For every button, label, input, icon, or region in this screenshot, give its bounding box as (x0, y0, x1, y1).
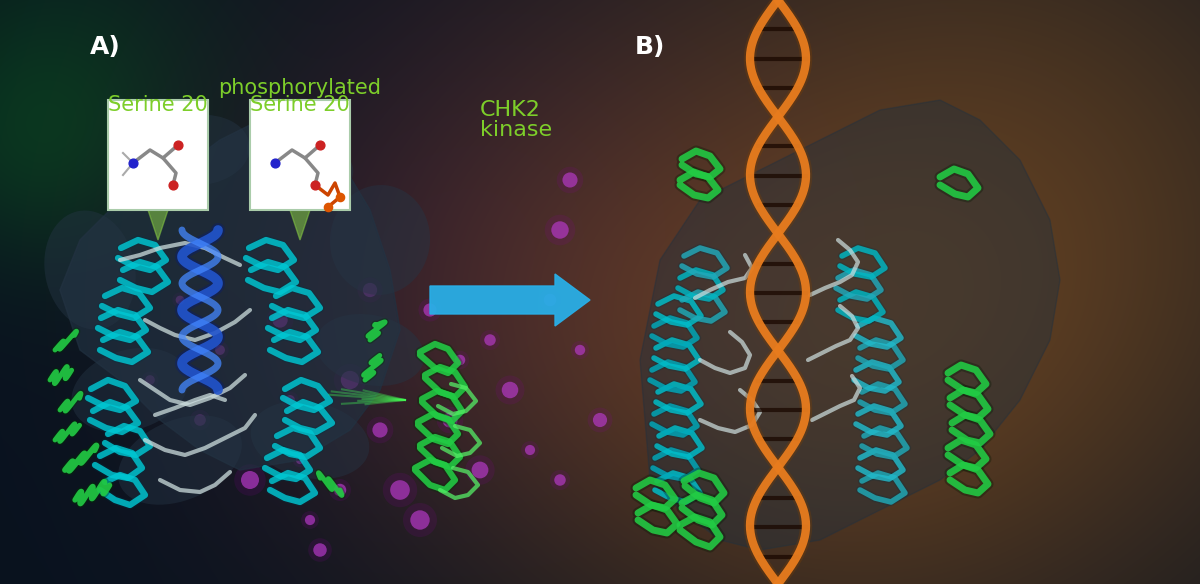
Point (311, 140, 330, 150)
Ellipse shape (44, 210, 136, 329)
Ellipse shape (443, 412, 457, 427)
Point (163, 180, 182, 190)
Point (318, 202, 337, 211)
Ellipse shape (372, 422, 388, 437)
Ellipse shape (305, 515, 316, 525)
Ellipse shape (521, 441, 539, 459)
FancyArrow shape (430, 274, 590, 326)
Ellipse shape (313, 543, 326, 557)
Ellipse shape (588, 408, 612, 432)
Ellipse shape (362, 283, 377, 297)
Ellipse shape (301, 511, 319, 529)
Ellipse shape (575, 345, 586, 355)
Ellipse shape (455, 354, 466, 365)
Ellipse shape (334, 364, 366, 396)
Ellipse shape (145, 375, 155, 385)
Ellipse shape (142, 371, 158, 388)
Ellipse shape (234, 464, 265, 496)
Ellipse shape (437, 406, 463, 433)
Ellipse shape (485, 334, 496, 346)
Ellipse shape (296, 456, 304, 464)
Text: A): A) (90, 35, 121, 59)
Ellipse shape (175, 296, 185, 304)
Ellipse shape (308, 538, 331, 562)
Ellipse shape (215, 345, 224, 355)
Ellipse shape (316, 314, 425, 386)
Polygon shape (60, 120, 400, 470)
Ellipse shape (266, 307, 294, 333)
Polygon shape (148, 210, 168, 240)
Ellipse shape (194, 414, 206, 426)
Ellipse shape (383, 473, 418, 507)
Ellipse shape (545, 215, 575, 245)
Ellipse shape (247, 127, 353, 193)
Ellipse shape (367, 417, 394, 443)
Ellipse shape (557, 167, 583, 193)
Ellipse shape (563, 172, 577, 187)
Ellipse shape (466, 456, 494, 485)
Ellipse shape (241, 471, 259, 489)
Ellipse shape (539, 289, 560, 311)
Ellipse shape (150, 115, 250, 185)
Point (124, 158, 143, 168)
Ellipse shape (190, 410, 210, 430)
Point (330, 192, 349, 201)
Bar (108, 100, 208, 210)
Ellipse shape (293, 453, 307, 467)
Ellipse shape (480, 330, 500, 350)
Ellipse shape (551, 221, 569, 239)
Ellipse shape (524, 445, 535, 455)
Ellipse shape (286, 395, 295, 405)
Polygon shape (640, 100, 1060, 550)
Polygon shape (60, 120, 400, 470)
Ellipse shape (272, 312, 288, 328)
Ellipse shape (410, 510, 430, 530)
Point (305, 180, 324, 190)
Ellipse shape (173, 293, 187, 308)
Ellipse shape (118, 415, 242, 505)
Polygon shape (290, 210, 310, 240)
Ellipse shape (329, 479, 350, 501)
Ellipse shape (251, 401, 370, 479)
Text: kinase: kinase (480, 120, 552, 140)
Ellipse shape (550, 470, 570, 490)
Ellipse shape (502, 382, 518, 398)
Ellipse shape (496, 376, 524, 405)
Ellipse shape (334, 484, 347, 496)
Ellipse shape (211, 342, 229, 359)
Text: Serine 20: Serine 20 (108, 95, 208, 115)
Text: phosphorylated: phosphorylated (218, 78, 382, 98)
Text: B): B) (635, 35, 665, 59)
Ellipse shape (472, 461, 488, 478)
Ellipse shape (424, 304, 437, 317)
Ellipse shape (593, 413, 607, 427)
Ellipse shape (72, 348, 188, 432)
Ellipse shape (390, 480, 410, 500)
Ellipse shape (571, 341, 589, 359)
Ellipse shape (358, 277, 383, 303)
Ellipse shape (554, 474, 565, 486)
Ellipse shape (544, 294, 556, 306)
Ellipse shape (451, 351, 469, 369)
Text: CHK2: CHK2 (480, 100, 541, 120)
Text: Serine 20: Serine 20 (250, 95, 350, 115)
Ellipse shape (281, 391, 299, 409)
Bar (250, 100, 350, 210)
Ellipse shape (419, 298, 442, 322)
Ellipse shape (341, 371, 359, 389)
Point (168, 140, 187, 150)
Point (265, 158, 284, 168)
Ellipse shape (403, 503, 437, 537)
Ellipse shape (330, 185, 430, 295)
